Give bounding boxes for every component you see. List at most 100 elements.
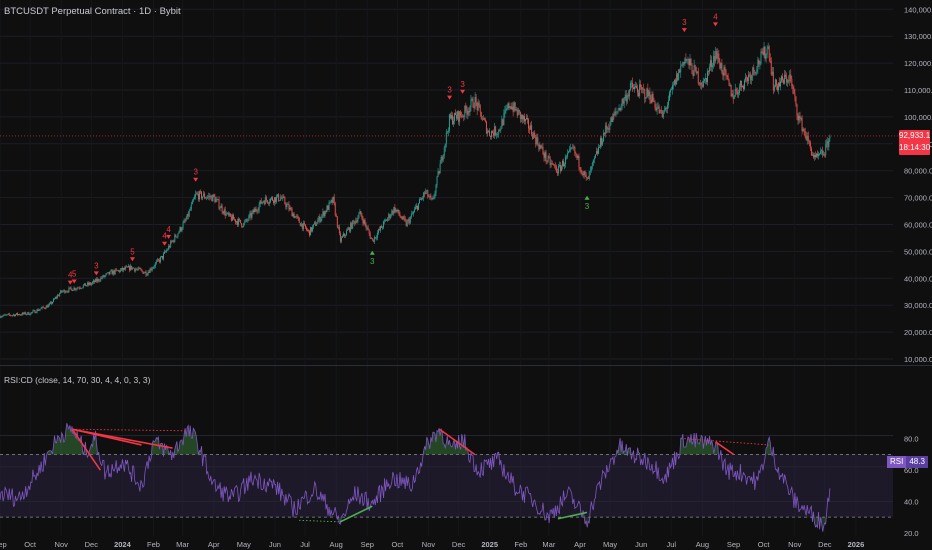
rsi-tick-label: 40.0: [904, 497, 919, 506]
bearish-divergence-line: [684, 438, 769, 446]
candle-body: [809, 141, 811, 149]
candle-body: [403, 216, 405, 219]
candle-body: [474, 97, 476, 108]
candle-body: [26, 314, 28, 315]
candle-body: [477, 102, 479, 111]
time-tick-label: Oct: [392, 540, 405, 549]
candle-body: [782, 76, 784, 80]
candle-body: [159, 257, 161, 262]
candlestick-series: [0, 42, 898, 319]
candle-body: [446, 131, 448, 133]
candle-body: [299, 222, 301, 227]
candle-body: [379, 229, 380, 231]
candle-body: [346, 230, 347, 236]
candle-body: [16, 313, 17, 315]
candle-body: [606, 125, 608, 130]
bullish-divergence-line: [339, 505, 373, 523]
candle-body: [539, 145, 541, 150]
candle-body: [563, 160, 564, 167]
candle-body: [116, 270, 118, 271]
last-price-badge: 92,933.1 18:14:30: [899, 130, 930, 155]
candle-body: [17, 313, 18, 315]
candle-body: [734, 89, 736, 97]
candle-body: [348, 227, 350, 230]
candle-body: [314, 222, 316, 224]
candle-body: [515, 109, 517, 111]
candle-body: [184, 220, 186, 222]
candle-body: [80, 288, 82, 289]
candle-body: [599, 146, 600, 148]
candle-body: [264, 197, 266, 205]
candle-body: [230, 216, 232, 221]
candle-body: [417, 205, 418, 210]
price-tick-label: 120,000.0: [904, 59, 932, 68]
candle-body: [42, 306, 44, 308]
candle-body: [604, 132, 606, 135]
candle-body: [520, 114, 522, 119]
candle-body: [96, 279, 98, 282]
candle-body: [468, 111, 470, 113]
candle-body: [709, 66, 710, 72]
candle-body: [607, 128, 609, 130]
candle-body: [824, 154, 826, 156]
candle-body: [702, 81, 704, 87]
candle-body: [517, 109, 519, 116]
candle-body: [808, 140, 810, 142]
candle-body: [72, 290, 74, 292]
candle-body: [33, 310, 35, 312]
candle-body: [826, 141, 828, 145]
candle-body: [815, 154, 816, 158]
candle-body: [470, 99, 472, 107]
time-axis[interactable]: Sep Oct Nov Dec 2024 Feb Mar Apr May Jun Jul Aug Sep…: [0, 540, 864, 549]
candle-body: [597, 151, 598, 154]
candle-body: [176, 236, 178, 238]
candle-body: [31, 312, 33, 314]
candle-body: [368, 229, 370, 234]
candle-body: [181, 228, 183, 231]
candle-body: [768, 46, 770, 59]
time-tick-label: Dec: [85, 540, 99, 549]
candle-body: [316, 223, 318, 226]
time-tick-label: 2025: [481, 540, 498, 549]
candle-body: [130, 265, 132, 271]
candle-body: [129, 265, 131, 271]
candle-body: [512, 106, 514, 112]
candle-body: [271, 197, 272, 199]
candle-body: [460, 111, 462, 116]
candle-body: [777, 82, 779, 91]
candle-body: [165, 251, 167, 253]
candle-body: [807, 135, 809, 141]
rsi-axis[interactable]: 20.0 40.0 60.0 80.0: [904, 435, 919, 538]
candle-body: [194, 193, 196, 197]
candle-body: [630, 82, 632, 84]
candle-body: [284, 197, 286, 204]
candle-body: [218, 199, 220, 209]
candle-body: [177, 233, 179, 237]
candle-body: [210, 195, 212, 198]
candle-body: [557, 166, 559, 174]
candle-body: [23, 312, 25, 314]
candle-body: [387, 218, 389, 221]
candle-body: [363, 220, 365, 224]
candle-body: [755, 72, 757, 74]
candle-body: [668, 92, 670, 101]
candle-body: [548, 156, 550, 158]
candle-body: [9, 314, 11, 316]
time-tick-label: Nov: [788, 540, 802, 549]
candle-body: [375, 237, 377, 239]
candle-body: [483, 118, 485, 120]
candle-body: [820, 151, 822, 155]
candle-body: [801, 117, 803, 132]
candle-body: [424, 192, 426, 194]
candle-body: [533, 132, 535, 139]
last-price-value: 92,933.1: [899, 131, 931, 140]
candle-body: [209, 195, 211, 198]
sell-marker-label: 4: [162, 232, 167, 241]
candle-body: [645, 98, 647, 99]
candle-body: [765, 54, 767, 59]
candle-body: [485, 121, 487, 134]
candle-body: [770, 60, 772, 75]
candle-body: [34, 310, 36, 313]
symbol-title: BTCUSDT Perpetual Contract · 1D · Bybit: [4, 6, 181, 17]
